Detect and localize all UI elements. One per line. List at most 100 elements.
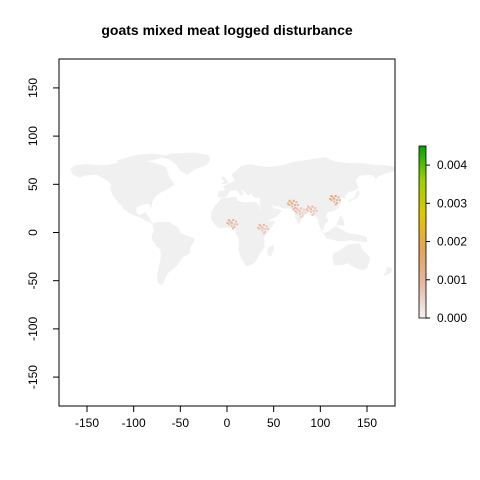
- hotspot-bangladesh: [305, 205, 318, 216]
- hotspot-cell: [291, 202, 294, 205]
- hotspot-cell: [233, 223, 236, 226]
- legend-tick-label: 0.000: [437, 311, 467, 325]
- hotspot-pakistan: [287, 199, 299, 211]
- hotspot-cell: [229, 220, 232, 223]
- hotspot-cell: [307, 205, 310, 208]
- hotspot-cell: [312, 209, 315, 212]
- hotspot-cell: [257, 226, 260, 229]
- hotspot-cell: [300, 215, 303, 218]
- land-madagascar: [267, 245, 274, 257]
- legend-tick-label: 0.004: [437, 158, 467, 172]
- land-canadian-islands: [115, 153, 167, 164]
- y-tick-label: 100: [26, 126, 40, 146]
- hotspot-eastern-china: [329, 195, 341, 206]
- hotspot-cell: [296, 211, 298, 214]
- x-tick-label: -150: [75, 416, 99, 430]
- hotspot-cell: [334, 195, 337, 197]
- land-arabia-fill: [259, 197, 283, 221]
- hotspot-cell: [300, 207, 303, 210]
- map-title: goats mixed meat logged disturbance: [101, 22, 352, 38]
- hotspot-india: [294, 207, 307, 218]
- hotspot-cell: [260, 225, 263, 228]
- land-north-america: [70, 160, 175, 225]
- hotspot-cell: [258, 223, 261, 226]
- legend-tick-label: 0.002: [437, 235, 467, 249]
- x-tick-label: 0: [224, 416, 231, 430]
- x-tick-label: 50: [267, 416, 281, 430]
- hotspot-west-africa: [226, 219, 239, 230]
- land-australia: [332, 243, 370, 271]
- hotspot-cell: [337, 196, 340, 199]
- hotspot-cell: [314, 207, 317, 209]
- land-philippines: [336, 215, 345, 226]
- hotspot-cell: [330, 195, 333, 197]
- hotspot-cell: [312, 212, 315, 215]
- land-europe-asia: [217, 157, 395, 232]
- hotspot-cell: [338, 199, 341, 202]
- legend-tick-label: 0.003: [437, 196, 467, 210]
- hotspot-cell: [261, 226, 264, 229]
- color-legend: 0.004 0.003 0.002 0.001 0.000: [418, 145, 467, 325]
- hotspot-cell: [298, 213, 301, 216]
- y-tick-label: 0: [26, 229, 40, 236]
- legend-ticks: 0.004 0.003 0.002 0.001 0.000: [426, 158, 467, 325]
- y-tick-label: 150: [26, 78, 40, 98]
- x-tick-label: -50: [172, 416, 190, 430]
- hotspot-cell: [296, 207, 298, 210]
- hotspot-cell: [297, 208, 300, 211]
- hotspot-cell: [226, 221, 229, 224]
- hotspot-cell: [292, 199, 295, 202]
- hotspot-cell: [296, 204, 299, 206]
- hotspot-cell: [291, 205, 294, 208]
- hotspot-cell: [262, 232, 265, 235]
- hotspot-cell: [303, 208, 305, 211]
- hotspot-cell: [310, 211, 312, 214]
- world-landmass: [70, 152, 395, 286]
- hotspot-cell: [336, 199, 339, 202]
- y-tick-label: -150: [26, 365, 40, 389]
- hotspot-cell: [301, 211, 304, 214]
- hotspot-cell: [336, 202, 339, 204]
- hotspot-cell: [230, 221, 233, 224]
- legend-colorbar: [418, 145, 427, 319]
- hotspot-cell: [307, 209, 310, 212]
- hotspot-cell: [333, 197, 336, 200]
- hotspot-cell: [265, 225, 268, 228]
- hotspot-cell: [311, 205, 314, 208]
- land-south-america: [151, 221, 195, 286]
- land-british-isles: [221, 175, 229, 185]
- hotspot-cell: [295, 201, 298, 204]
- hotspot-cell: [310, 208, 312, 211]
- hotspot-cell: [288, 199, 291, 202]
- hotspot-cell: [334, 203, 337, 206]
- hotspot-cell: [232, 219, 235, 222]
- hotspot-east-africa: [257, 223, 270, 235]
- y-tick-label: -50: [26, 272, 40, 290]
- hotspot-cell: [304, 211, 307, 214]
- land-new-zealand: [382, 266, 394, 277]
- hotspot-cell: [227, 223, 230, 226]
- land-africa: [211, 196, 275, 267]
- hotspot-cell: [315, 209, 318, 212]
- hotspot-cell: [287, 202, 290, 205]
- hotspot-cell: [264, 230, 267, 233]
- y-axis: 150 100 50 0 -50 -100 -150: [26, 78, 60, 389]
- hotspot-cell: [236, 223, 239, 226]
- hotspot-cell: [294, 206, 297, 209]
- hotspot-cell: [261, 229, 264, 232]
- land-greenland: [159, 152, 211, 175]
- x-tick-label: 100: [310, 416, 330, 430]
- hotspot-cell: [331, 196, 334, 199]
- hotspot-cell: [232, 227, 235, 230]
- hotspot-cell: [330, 199, 333, 202]
- hotspot-cell: [262, 223, 265, 226]
- hotspot-cell: [333, 200, 336, 203]
- hotspot-cell: [234, 220, 237, 223]
- legend-tick-label: 0.001: [437, 273, 467, 287]
- x-axis: -150 -100 -50 0 50 100 150: [75, 405, 377, 430]
- x-tick-label: 150: [357, 416, 377, 430]
- hotspot-cell: [292, 208, 295, 211]
- hotspot-cell: [267, 228, 270, 231]
- disturbance-hotspots: [226, 195, 341, 235]
